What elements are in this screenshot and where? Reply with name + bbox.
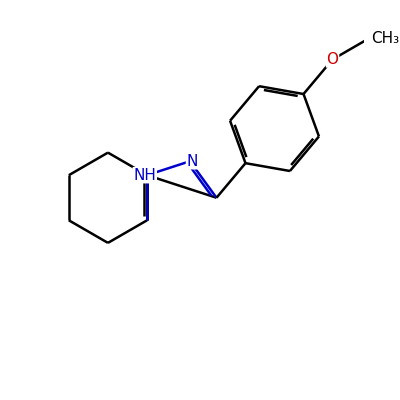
- Text: NH: NH: [133, 168, 156, 183]
- Text: CH₃: CH₃: [371, 30, 399, 46]
- Text: O: O: [326, 52, 338, 67]
- Text: N: N: [186, 154, 198, 169]
